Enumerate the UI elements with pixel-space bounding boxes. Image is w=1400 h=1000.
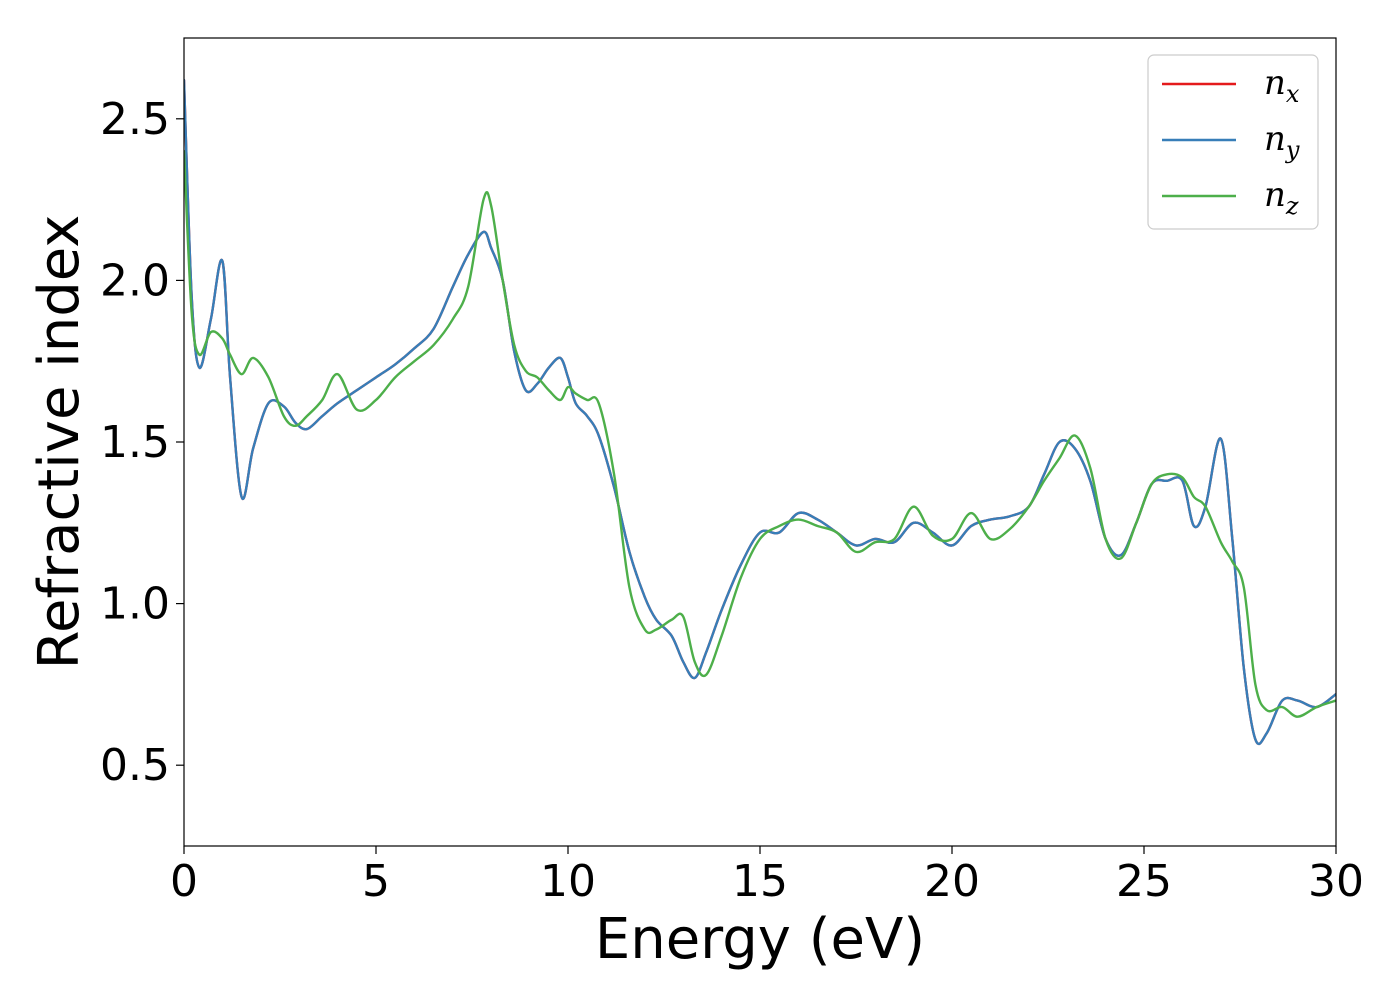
x-tick-label: 25 — [1116, 856, 1172, 907]
x-tick-label: 10 — [540, 856, 596, 907]
y-tick-label: 0.5 — [100, 740, 170, 791]
legend-label-base: n — [1264, 175, 1286, 215]
series-line-ny — [184, 78, 1336, 745]
y-tick-label: 1.5 — [100, 417, 170, 468]
y-tick-label: 2.0 — [100, 255, 170, 306]
series-line-nz — [184, 149, 1336, 718]
legend-label-base: n — [1264, 119, 1286, 159]
x-tick-label: 30 — [1308, 856, 1364, 907]
x-tick-label: 5 — [362, 856, 390, 907]
legend-box — [1147, 54, 1319, 230]
legend-label-subscript: z — [1285, 192, 1299, 220]
legend-label-nx: nx — [1264, 63, 1300, 108]
x-tick-label: 15 — [732, 856, 788, 907]
x-tick-label: 20 — [924, 856, 980, 907]
x-tick-label: 0 — [170, 856, 198, 907]
legend-label-nz: nz — [1264, 175, 1299, 220]
legend-label-subscript: y — [1285, 136, 1300, 164]
y-axis: 0.5 1.0 1.5 2.0 2.5 — [100, 94, 184, 791]
legend-label-subscript: x — [1286, 80, 1300, 108]
legend-label-base: n — [1264, 63, 1286, 103]
x-axis: 0 5 10 15 20 25 30 — [170, 846, 1364, 907]
y-tick-label: 2.5 — [100, 94, 170, 145]
series-layer — [184, 78, 1336, 745]
x-axis-label: Energy (eV) — [595, 907, 925, 972]
y-axis-label: Refractive index — [27, 215, 92, 670]
y-tick-label: 1.0 — [100, 579, 170, 630]
legend-label-ny: ny — [1264, 119, 1300, 164]
